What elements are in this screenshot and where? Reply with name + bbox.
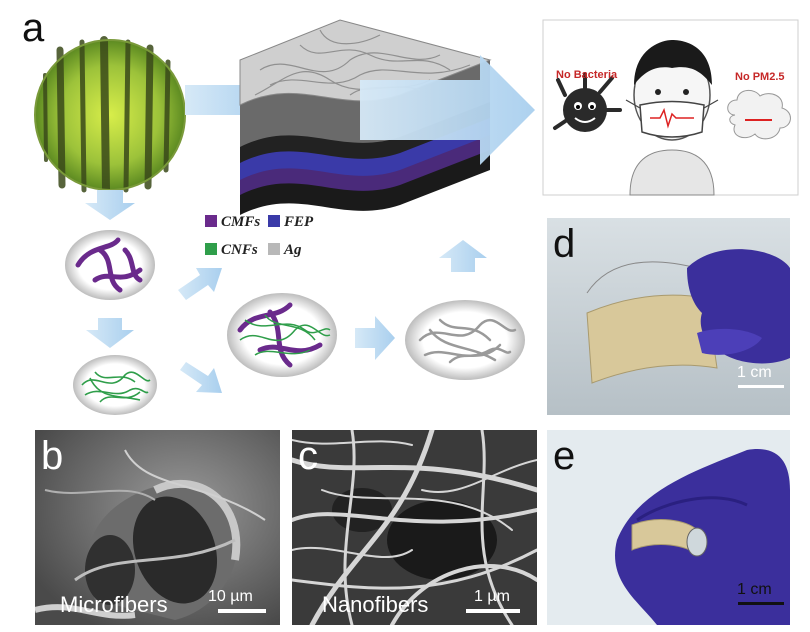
mask-application-cartoon: No Bacteria No PM2.5 [542, 19, 799, 196]
glove-icon [687, 249, 790, 364]
scale-bar-c [466, 609, 520, 613]
sem-panel-b [35, 430, 280, 625]
legend-swatch-ag [268, 243, 280, 255]
mixed-fiber-oval [227, 293, 337, 377]
sem-panel-c [292, 430, 537, 625]
legend-label-cnfs: CNFs [221, 242, 258, 258]
schematic-panel-a: No Bacteria No PM2.5 CMFs FEP [34, 19, 799, 415]
pm25-cloud-icon [727, 90, 791, 140]
arrow-cmf-down [86, 318, 134, 348]
legend-swatch-cmfs [205, 215, 217, 227]
arrow-cmf-to-mix [178, 268, 222, 300]
material-legend: CMFs FEP CNFs Ag [205, 214, 314, 258]
no-pm25-label: No PM2.5 [735, 71, 785, 83]
legend-label-fep: FEP [283, 214, 314, 230]
arrow-ag-up [439, 240, 487, 272]
scale-bar-d [738, 385, 784, 388]
caption-microfibers: Microfibers [60, 592, 168, 617]
panel-letter-e: e [553, 434, 576, 478]
arrow-mix-to-ag [355, 316, 395, 360]
photo-panel-e [547, 430, 790, 625]
scale-label-d: 1 cm [737, 364, 772, 381]
legend-label-ag: Ag [283, 242, 302, 258]
scale-bar-e [738, 602, 784, 605]
panel-letter-a: a [22, 6, 45, 50]
scale-bar-b [218, 609, 266, 613]
ag-coated-fiber-oval [405, 300, 525, 380]
arrow-cnf-to-mix [180, 362, 222, 393]
scale-label-c: 1 µm [474, 588, 510, 605]
rolled-film-photo [547, 430, 790, 625]
cnf-fiber-oval [73, 355, 157, 415]
sem-nanofibers-image [292, 430, 537, 625]
panel-letter-d: d [553, 222, 576, 266]
person-with-mask-icon [625, 40, 719, 196]
no-bacteria-label: No Bacteria [556, 69, 618, 81]
legend-swatch-fep [268, 215, 280, 227]
panel-letter-b: b [41, 434, 64, 478]
caption-nanofibers: Nanofibers [322, 592, 429, 617]
scale-label-b: 10 µm [208, 588, 253, 605]
legend-swatch-cnfs [205, 243, 217, 255]
bacteria-icon [553, 72, 622, 132]
scale-label-e: 1 cm [737, 581, 772, 598]
photo-panel-d [547, 218, 790, 415]
legend-label-cmfs: CMFs [221, 214, 260, 230]
sem-microfibers-image [35, 430, 280, 625]
flexible-film-photo [547, 218, 790, 415]
cmf-fiber-oval [65, 230, 155, 300]
panel-letter-c: c [298, 434, 318, 478]
arrow-material-to-application [360, 55, 535, 165]
arrow-forest-down [85, 190, 135, 220]
forest-image [34, 36, 186, 194]
